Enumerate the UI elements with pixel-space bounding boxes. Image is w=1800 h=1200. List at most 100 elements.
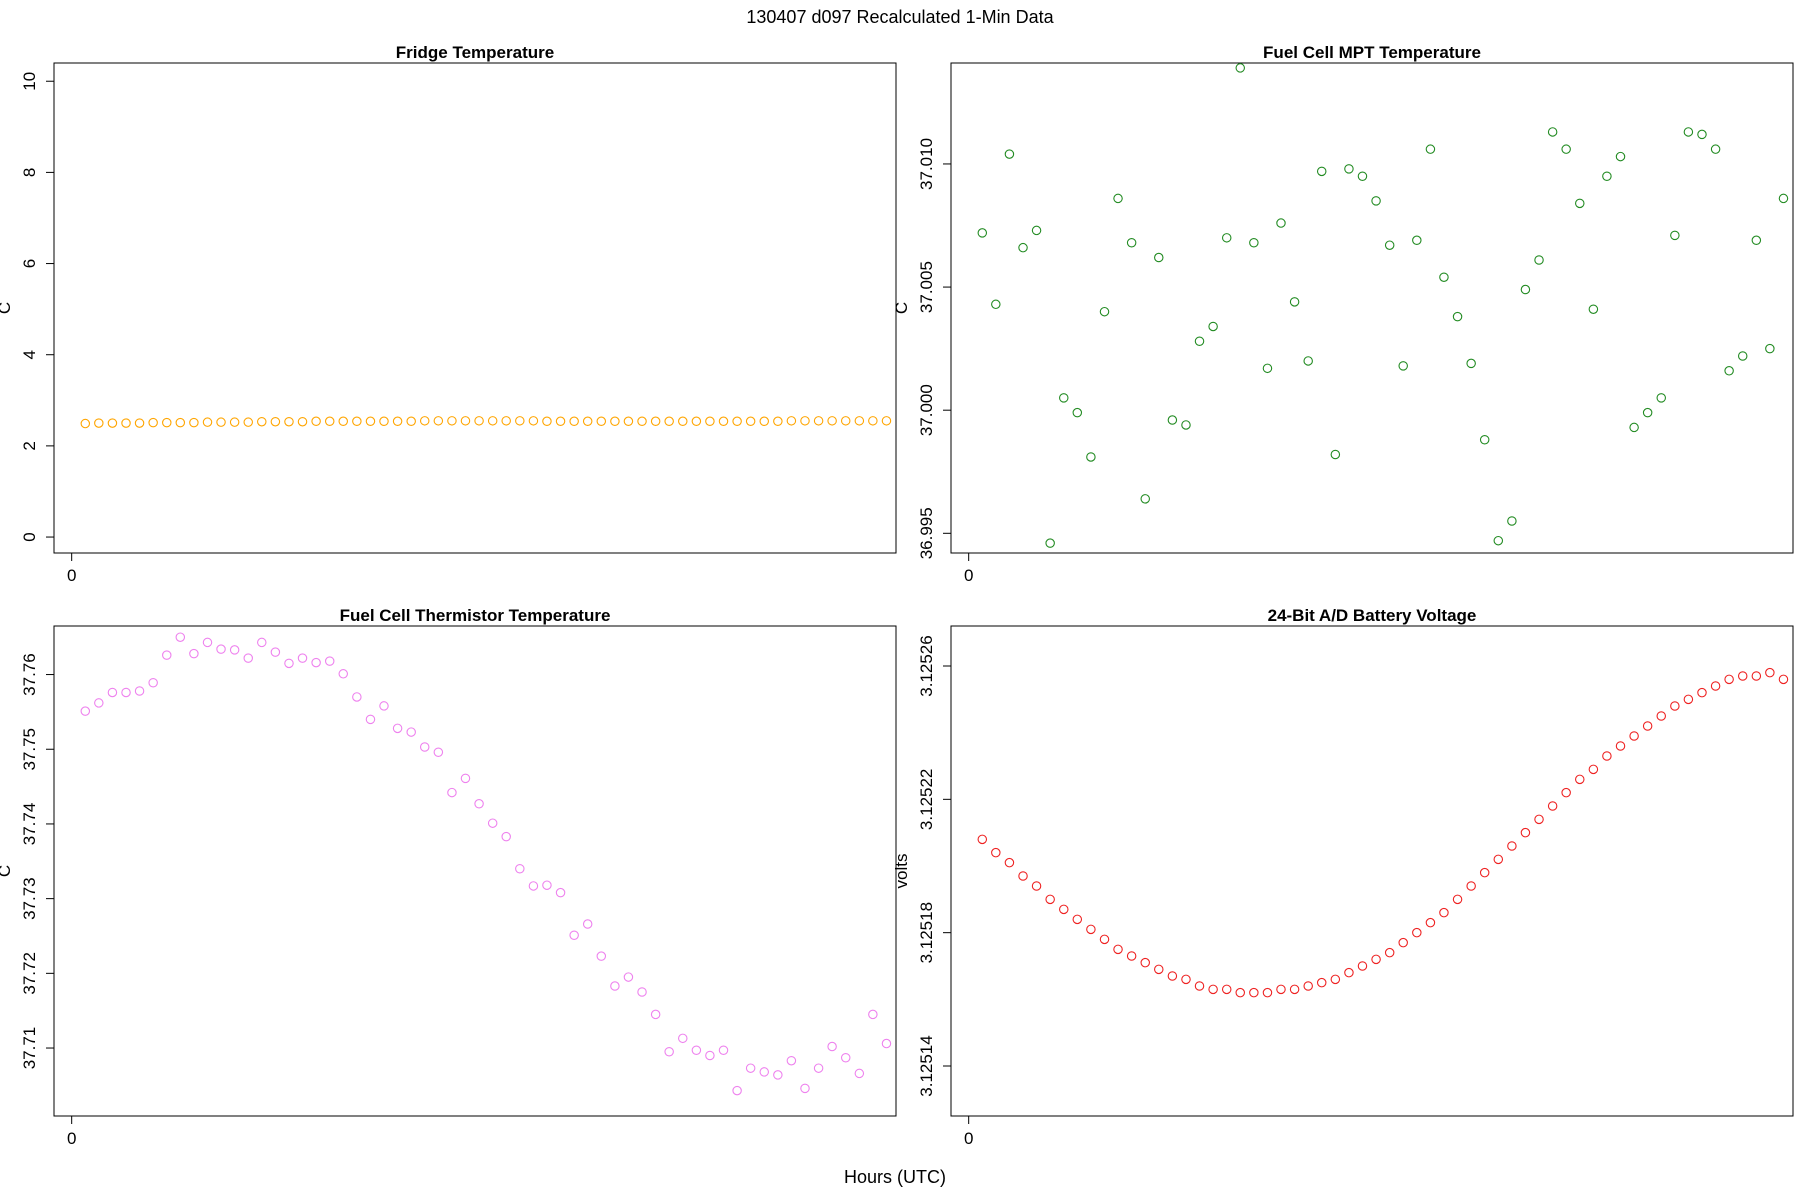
- data-point: [1479, 434, 1490, 445]
- data-point: [1086, 924, 1096, 935]
- data-point: [284, 416, 294, 427]
- data-point: [94, 698, 104, 708]
- data-point: [1656, 711, 1666, 721]
- data-point: [1466, 881, 1476, 891]
- data-point: [1724, 674, 1734, 685]
- data-point: [1751, 235, 1762, 246]
- data-point: [460, 416, 471, 426]
- data-point: [324, 656, 335, 666]
- y-tick-label: 36.995: [917, 507, 936, 559]
- y-tick-label: 3.12518: [917, 902, 936, 963]
- data-point: [1642, 721, 1653, 731]
- data-point: [216, 417, 226, 427]
- data-point: [1412, 927, 1422, 938]
- data-point: [1371, 196, 1381, 206]
- data-point: [338, 416, 348, 427]
- data-point: [311, 416, 321, 427]
- data-point: [1520, 827, 1531, 838]
- data-point: [1629, 422, 1639, 433]
- data-point: [1466, 358, 1476, 369]
- data-point: [610, 981, 620, 991]
- data-point: [311, 657, 321, 668]
- data-point: [474, 416, 484, 426]
- data-point: [1289, 984, 1300, 995]
- data-point: [1588, 764, 1599, 775]
- data-point: [1235, 63, 1245, 73]
- data-point: [1561, 144, 1571, 154]
- panel-title: Fuel Cell Thermistor Temperature: [340, 606, 611, 625]
- data-point: [501, 831, 511, 842]
- data-point: [392, 416, 403, 427]
- data-point: [881, 416, 892, 426]
- data-point: [596, 416, 607, 427]
- y-tick-label: 8: [20, 168, 39, 177]
- data-point: [977, 228, 988, 238]
- data-point: [800, 1083, 810, 1094]
- data-point: [474, 799, 484, 809]
- data-point: [257, 637, 267, 648]
- data-point: [1697, 687, 1707, 698]
- data-point: [542, 880, 552, 890]
- data-point: [1140, 957, 1150, 968]
- data-point: [1045, 894, 1055, 905]
- figure-xlabel: Hours (UTC): [844, 1167, 946, 1187]
- data-point: [447, 787, 457, 798]
- x-tick-label: 0: [67, 1129, 76, 1148]
- data-point: [569, 930, 579, 940]
- data-point: [1181, 420, 1191, 430]
- data-point: [1249, 987, 1259, 998]
- data-point: [487, 818, 498, 828]
- data-point: [1344, 967, 1354, 978]
- y-tick-label: 3.12522: [917, 769, 936, 830]
- data-point: [868, 416, 878, 426]
- data-point: [433, 416, 444, 426]
- chart-panel-3: Fuel Cell Thermistor Temperature C 37.71 37…: [0, 606, 897, 1148]
- chart-panel-1: Fridge Temperature C 0 2 4 6 8 10 0: [0, 43, 897, 585]
- data-point: [1534, 255, 1544, 265]
- panel-title: 24-Bit A/D Battery Voltage: [1268, 606, 1477, 625]
- data-point: [664, 1047, 674, 1057]
- data-point: [1086, 452, 1096, 462]
- data-point: [1425, 144, 1436, 154]
- x-tick-label: 0: [964, 1129, 973, 1148]
- data-point: [229, 645, 240, 655]
- data-point: [1045, 538, 1055, 548]
- data-point: [270, 416, 281, 427]
- data-point: [365, 714, 376, 725]
- data-point: [1425, 917, 1436, 928]
- data-point: [433, 747, 444, 757]
- data-point: [1398, 361, 1408, 371]
- data-point: [596, 951, 607, 961]
- data-point: [1507, 516, 1517, 526]
- data-point: [773, 1070, 783, 1080]
- data-point: [392, 723, 403, 734]
- data-point: [555, 887, 566, 898]
- data-point: [515, 416, 525, 426]
- data-point: [1018, 871, 1028, 881]
- data-point: [1656, 393, 1666, 403]
- data-point: [637, 987, 647, 997]
- y-tick-label: 3.12514: [917, 1035, 936, 1096]
- y-tick-label: 6: [20, 259, 39, 268]
- data-point: [1778, 674, 1789, 685]
- data-point: [1262, 987, 1273, 998]
- data-point: [447, 416, 457, 426]
- data-point: [582, 919, 593, 929]
- data-point: [1615, 741, 1626, 751]
- data-point: [1194, 981, 1205, 991]
- data-point: [1276, 984, 1286, 995]
- data-point: [1398, 937, 1408, 948]
- data-point: [1439, 272, 1449, 282]
- data-point: [1181, 974, 1191, 985]
- data-point: [148, 678, 158, 688]
- data-point: [623, 416, 634, 427]
- data-point: [121, 418, 131, 428]
- data-point: [1059, 904, 1069, 915]
- data-point: [840, 416, 851, 426]
- figure-title: 130407 d097 Recalculated 1-Min Data: [746, 7, 1054, 27]
- data-point: [189, 417, 199, 428]
- data-point: [1493, 535, 1504, 546]
- plot-frame: [53, 625, 897, 1117]
- data-point: [650, 1009, 661, 1020]
- data-point: [1059, 393, 1069, 403]
